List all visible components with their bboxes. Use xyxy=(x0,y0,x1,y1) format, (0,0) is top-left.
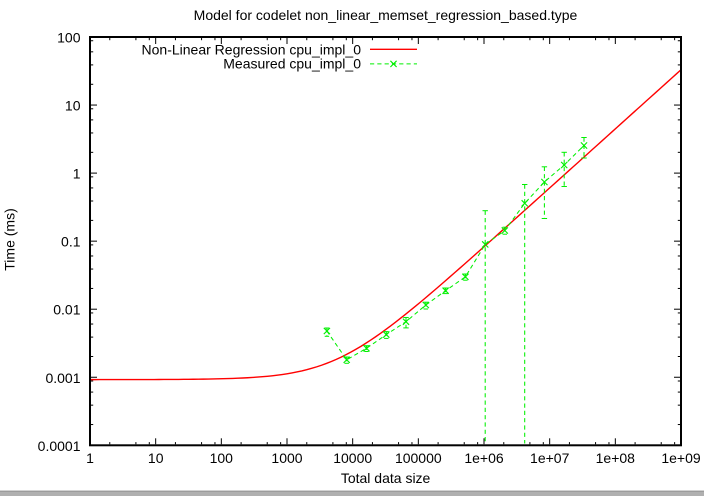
svg-text:10: 10 xyxy=(148,450,164,466)
svg-text:100: 100 xyxy=(57,30,81,46)
svg-text:1e+07: 1e+07 xyxy=(530,450,570,466)
svg-text:100: 100 xyxy=(210,450,234,466)
svg-text:10000: 10000 xyxy=(333,450,372,466)
svg-text:0.001: 0.001 xyxy=(45,370,80,386)
svg-text:Model for codelet non_linear_m: Model for codelet non_linear_memset_regr… xyxy=(194,7,578,23)
svg-text:1e+09: 1e+09 xyxy=(661,450,701,466)
svg-text:1: 1 xyxy=(73,166,81,182)
svg-text:1e+08: 1e+08 xyxy=(596,450,636,466)
svg-text:100000: 100000 xyxy=(395,450,442,466)
svg-text:Measured cpu_impl_0: Measured cpu_impl_0 xyxy=(223,56,361,72)
svg-text:Time (ms): Time (ms) xyxy=(2,208,18,270)
svg-text:0.1: 0.1 xyxy=(61,234,81,250)
svg-text:0.0001: 0.0001 xyxy=(38,438,81,454)
svg-text:1: 1 xyxy=(86,450,94,466)
svg-text:1e+06: 1e+06 xyxy=(464,450,504,466)
svg-text:10: 10 xyxy=(65,98,81,114)
svg-text:0.01: 0.01 xyxy=(53,302,80,318)
svg-text:Non-Linear Regression cpu_impl: Non-Linear Regression cpu_impl_0 xyxy=(142,41,362,57)
svg-text:Total data size: Total data size xyxy=(341,470,431,486)
svg-text:1000: 1000 xyxy=(271,450,302,466)
